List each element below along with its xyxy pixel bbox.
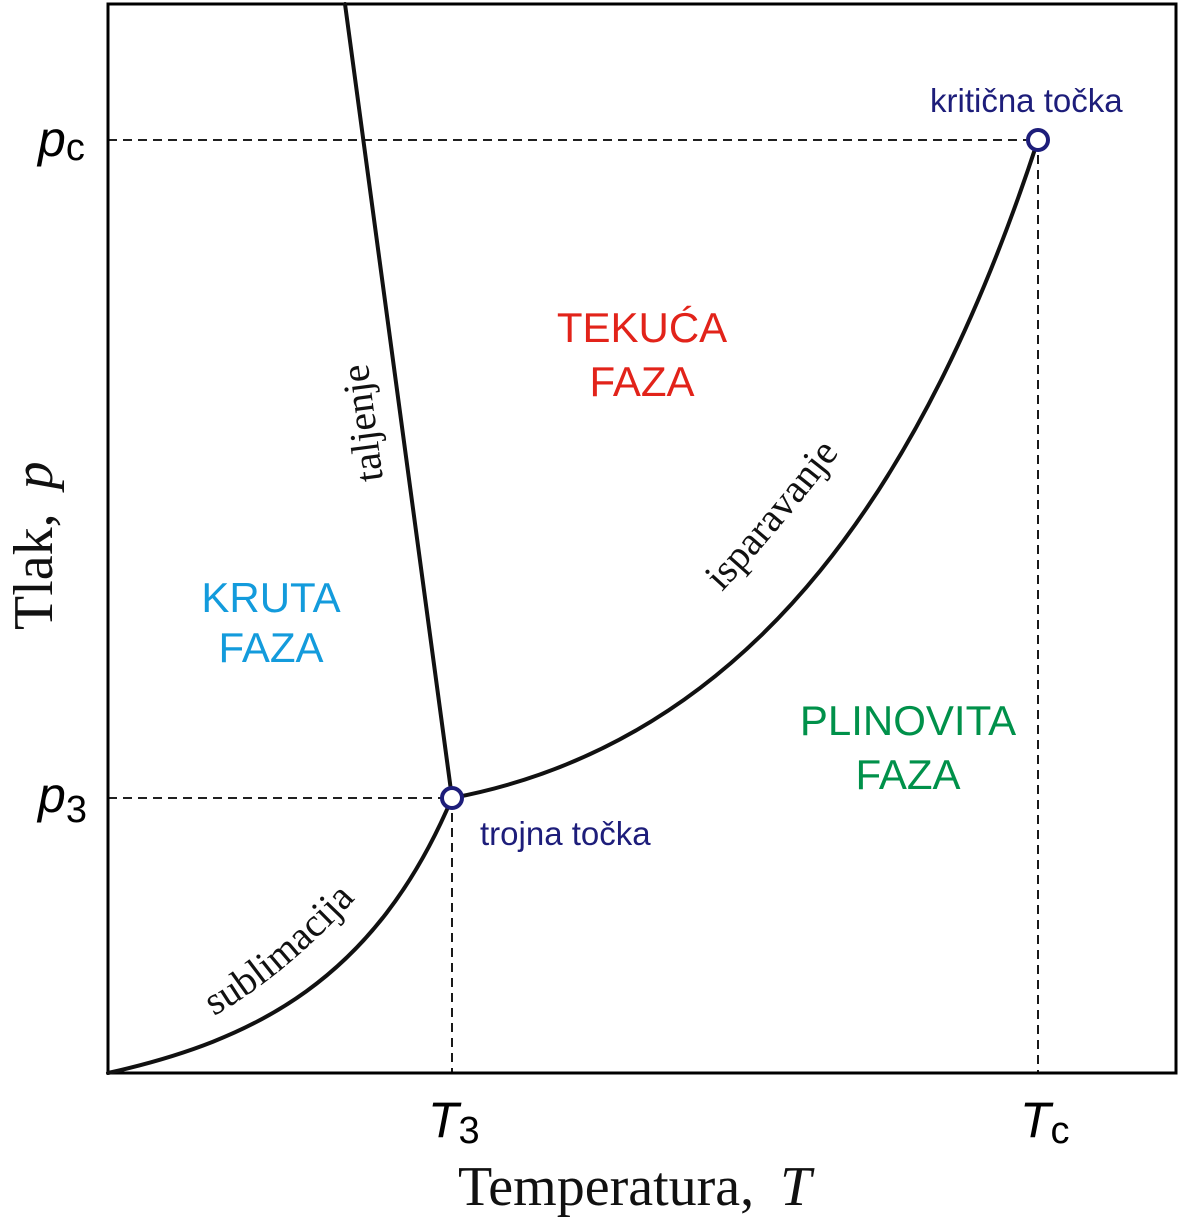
liquid-phase-label: TEKUĆA FAZA (557, 304, 727, 405)
melting-curve-label: taljenje (332, 362, 392, 485)
svg-text:PLINOVITA: PLINOVITA (800, 697, 1016, 744)
plot-frame (106, 2, 1178, 1075)
x-axis-title: Temperatura, T (458, 1156, 815, 1218)
critical-point-marker (1026, 128, 1050, 152)
y-axis-title: Tlak,p (3, 461, 65, 630)
svg-text:KRUTA: KRUTA (201, 574, 340, 621)
critical-point-label: kritična točka (930, 82, 1123, 119)
triple-point-marker (440, 786, 464, 810)
vaporization-curve-label: isparavanje (695, 431, 846, 599)
svg-text:TEKUĆA: TEKUĆA (557, 304, 727, 351)
t3-tick-label: T3 (428, 1092, 480, 1152)
triple-point-label: trojna točka (480, 815, 651, 852)
tc-tick-label: Tc (1020, 1092, 1070, 1152)
svg-text:FAZA: FAZA (589, 358, 694, 405)
sublimation-curve-label: sublimacija (196, 874, 363, 1024)
svg-text:FAZA: FAZA (855, 751, 960, 798)
solid-phase-label: KRUTA FAZA (201, 574, 340, 671)
pc-tick-label: pc (36, 111, 85, 169)
p3-tick-label: p3 (36, 767, 87, 831)
svg-text:FAZA: FAZA (218, 624, 323, 671)
gas-phase-label: PLINOVITA FAZA (800, 697, 1016, 798)
